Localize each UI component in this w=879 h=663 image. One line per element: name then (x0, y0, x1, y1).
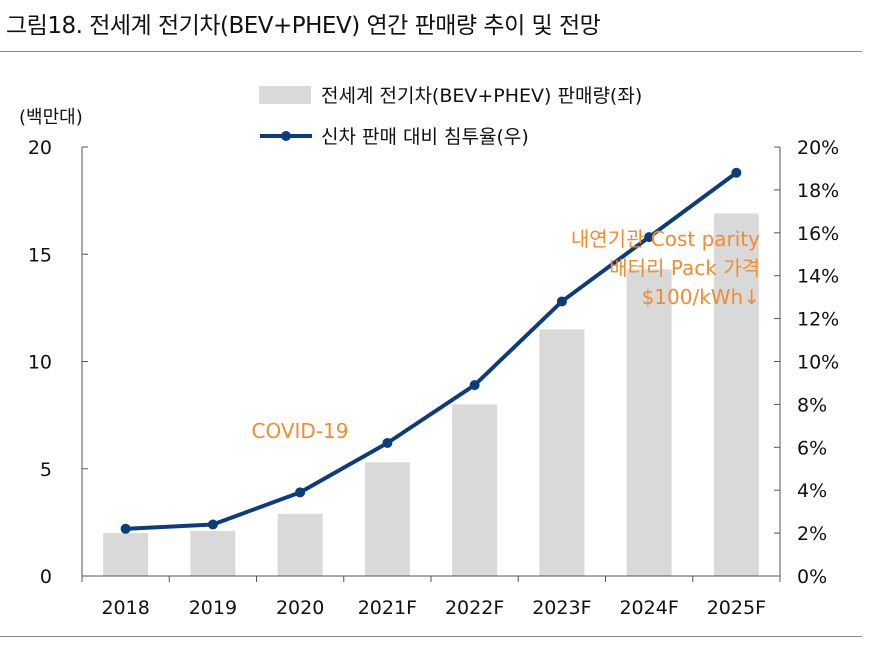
x-tick-label: 2023F (532, 597, 591, 619)
x-tick-label: 2020 (276, 597, 324, 619)
x-tick-label: 2022F (445, 597, 504, 619)
bar-2025F (713, 213, 759, 576)
bar-2024F (626, 269, 672, 576)
right-tick-label: 20% (797, 137, 839, 159)
bar-2020 (277, 513, 323, 576)
penetration-point-2019 (207, 519, 218, 530)
left-axis-unit-label: (백만대) (19, 107, 83, 128)
left-tick-label: 5 (40, 459, 52, 481)
right-tick-label: 0% (797, 566, 827, 588)
annotation-covid: COVID-19 (251, 419, 348, 443)
penetration-point-2022F (469, 380, 480, 391)
left-tick-label: 20 (28, 137, 52, 159)
footer-divider (0, 636, 862, 637)
penetration-point-2024F (644, 232, 655, 243)
right-tick-label: 6% (797, 437, 827, 459)
legend-bar-label: 전세계 전기차(BEV+PHEV) 판매량(좌) (321, 85, 642, 107)
x-tick-label: 2024F (619, 597, 678, 619)
legend-bar-swatch (259, 86, 311, 104)
penetration-point-2025F (731, 167, 742, 178)
title-divider (0, 51, 862, 52)
penetration-point-2021F (382, 438, 393, 449)
bar-2023F (539, 329, 585, 576)
x-tick-label: 2021F (358, 597, 417, 619)
bar-2021F (364, 462, 410, 576)
x-tick-label: 2025F (707, 597, 766, 619)
figure-title: 그림18. 전세계 전기차(BEV+PHEV) 연간 판매량 추이 및 전망 (6, 13, 601, 39)
annotation-cost-parity-line-3: $100/kWh↓ (642, 285, 760, 309)
legend-line-label: 신차 판매 대비 침투율(우) (321, 126, 529, 148)
right-tick-label: 12% (797, 309, 839, 331)
left-tick-label: 15 (28, 244, 52, 266)
annotation-cost-parity-line-2: 배터리 Pack 가격 (609, 256, 760, 280)
penetration-point-2018 (120, 523, 131, 534)
right-tick-label: 4% (797, 480, 827, 502)
right-tick-label: 8% (797, 394, 827, 416)
bar-2019 (190, 530, 236, 576)
penetration-point-2020 (295, 487, 306, 498)
right-tick-label: 18% (797, 180, 839, 202)
x-tick-label: 2019 (189, 597, 237, 619)
right-tick-label: 16% (797, 223, 839, 245)
penetration-point-2023F (556, 296, 567, 307)
right-tick-label: 14% (797, 266, 839, 288)
x-tick-label: 2018 (101, 597, 149, 619)
penetration-rate-line (123, 170, 739, 531)
bar-2022F (452, 404, 498, 576)
legend-line-marker (281, 131, 291, 141)
left-tick-label: 0 (40, 566, 52, 588)
right-tick-label: 10% (797, 352, 839, 374)
annotation-cost-parity-line-1: 내연기관 Cost parity (571, 227, 760, 251)
left-tick-label: 10 (28, 352, 52, 374)
right-tick-label: 2% (797, 523, 827, 545)
bar-2018 (103, 533, 149, 576)
